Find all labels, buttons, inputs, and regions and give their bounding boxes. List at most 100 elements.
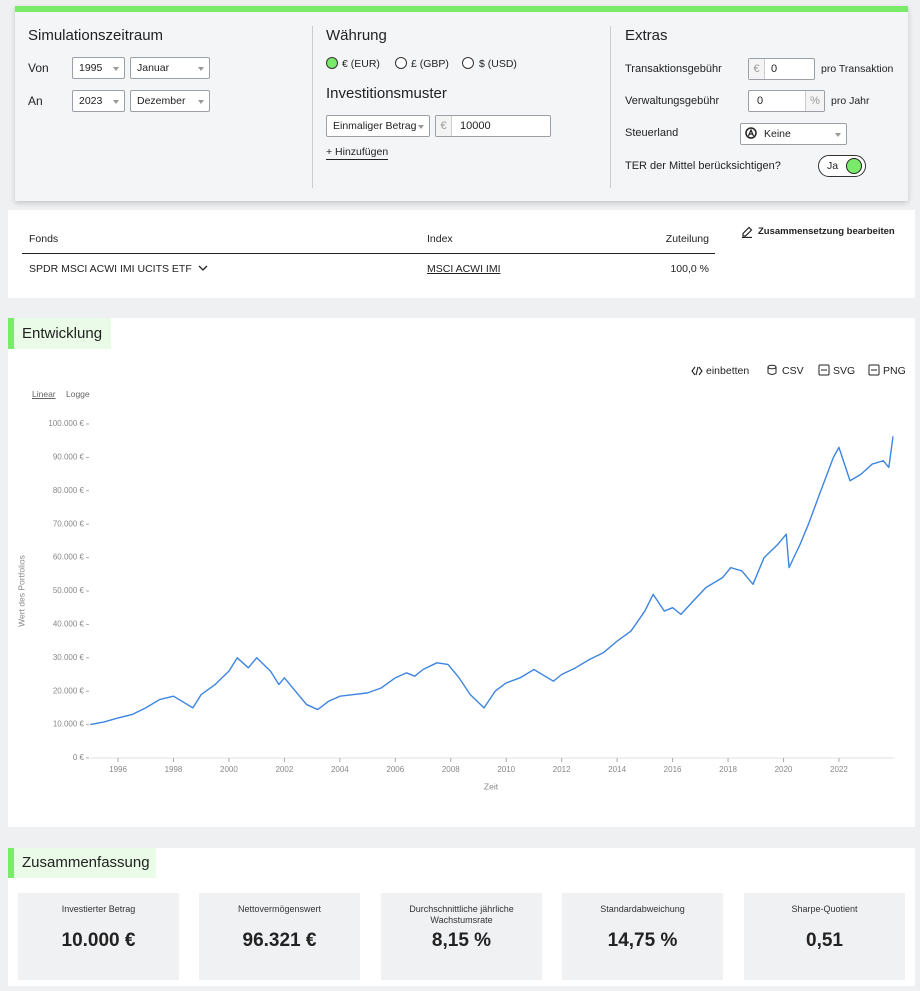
unit: % — [805, 91, 824, 111]
value: 10000 — [460, 120, 491, 132]
x-tick-label: 2014 — [608, 765, 626, 774]
x-tick-label: 1998 — [165, 765, 183, 774]
export-button[interactable]: einbetten — [706, 365, 750, 377]
y-tick-label: 90.000 € — [53, 453, 85, 462]
radio[interactable] — [326, 57, 338, 69]
x-tick-label: 1996 — [109, 765, 127, 774]
x-tick-label: 2008 — [442, 765, 460, 774]
x-tick-label: 2006 — [386, 765, 404, 774]
divider — [610, 26, 611, 188]
edit-icon — [742, 226, 753, 238]
x-tick-label: 2010 — [497, 765, 515, 774]
month-select[interactable]: Dezember — [130, 90, 210, 112]
section-title: Entwicklung — [8, 318, 111, 349]
table-header: Index — [427, 233, 453, 245]
icon — [868, 364, 880, 376]
stat-card: Durchschnittliche jährliche Wachstumsrat… — [381, 893, 542, 980]
label: Von — [28, 61, 49, 75]
stat-label: Nettovermögenswert — [237, 904, 322, 914]
x-tick-label: 2002 — [275, 765, 293, 774]
y-tick-label: 40.000 € — [53, 620, 85, 629]
stat-value: 0,51 — [806, 930, 843, 951]
add-link[interactable]: + Hinzufügen — [326, 146, 389, 160]
y-tick-label: 0 € — [73, 753, 85, 762]
stat-value: 14,75 % — [607, 930, 678, 951]
icon — [691, 366, 703, 376]
country-select[interactable]: Keine — [740, 123, 847, 145]
stat-card: Nettovermögenswert 96.321 € — [199, 893, 360, 980]
export-button[interactable]: CSV — [782, 365, 804, 377]
chart-card — [8, 318, 915, 827]
year-select[interactable]: 2023 — [72, 90, 125, 112]
scale-toggle[interactable]: Logge — [66, 389, 90, 399]
unit: € — [749, 59, 765, 79]
icon — [767, 364, 777, 375]
data-line — [90, 436, 894, 726]
section-title: Simulationszeitraum — [28, 27, 164, 44]
chevron[interactable] — [198, 264, 208, 272]
export-button[interactable]: PNG — [883, 365, 906, 377]
y-tick-label: 10.000 € — [53, 720, 85, 729]
x-tick-label: 2000 — [220, 765, 238, 774]
fee-input[interactable]: 0 % — [748, 90, 825, 112]
radio-label[interactable]: € (EUR) — [342, 58, 380, 70]
stat-label: Investierter Betrag — [61, 904, 136, 914]
suffix: pro Transaktion — [821, 63, 894, 75]
stat-value: 8,15 % — [431, 930, 492, 951]
radio-label[interactable]: $ (USD) — [479, 58, 517, 70]
stat-label: Standardabweichung — [600, 904, 685, 914]
x-tick-label: 2016 — [664, 765, 682, 774]
allocation: 100,0 % — [670, 263, 709, 275]
x-tick-label: 2020 — [775, 765, 793, 774]
divider — [312, 26, 313, 188]
label: Transaktionsgebühr — [625, 63, 722, 75]
icon — [818, 364, 830, 376]
stat-label: Sharpe-Quotient — [791, 904, 858, 914]
value: 0 — [771, 63, 778, 75]
pattern-select[interactable]: Einmaliger Betrag — [326, 115, 430, 137]
export-button[interactable]: SVG — [833, 365, 856, 377]
label: TER der Mittel berücksichtigen? — [625, 160, 781, 172]
radio[interactable] — [395, 57, 407, 69]
x-tick-label: 2004 — [331, 765, 349, 774]
x-tick-label: 2012 — [553, 765, 571, 774]
y-tick-label: 30.000 € — [53, 653, 85, 662]
section-title: Extras — [625, 27, 668, 44]
fee-input[interactable]: € 0 — [748, 58, 815, 80]
radio[interactable] — [462, 57, 474, 69]
month-select[interactable]: Januar — [130, 57, 210, 79]
label: Verwaltungsgebühr — [625, 95, 720, 107]
table-header: Fonds — [29, 233, 59, 245]
y-tick-label: 20.000 € — [53, 686, 85, 695]
section-title: Zusammenfassung — [8, 848, 156, 878]
section-title: Währung — [326, 27, 387, 44]
label: Steuerland — [625, 127, 679, 139]
y-tick-label: 60.000 € — [53, 553, 85, 562]
suffix: pro Jahr — [831, 95, 870, 107]
toggle[interactable]: Ja — [818, 155, 866, 177]
stat-card: Investierter Betrag 10.000 € — [18, 893, 179, 980]
y-tick-label: 70.000 € — [53, 519, 85, 528]
y-tick-label: 80.000 € — [53, 486, 85, 495]
toggle-knob — [846, 158, 862, 174]
year-select[interactable]: 1995 — [72, 57, 125, 79]
stat-label: Durchschnittliche jährliche Wachstumsrat… — [409, 904, 514, 925]
section-title: Investitionsmuster — [326, 85, 447, 102]
label: An — [28, 94, 43, 108]
scale-toggle[interactable]: Linear — [32, 389, 56, 399]
stat-value: 96.321 € — [242, 930, 317, 951]
x-tick-label: 2022 — [830, 765, 848, 774]
amount-input[interactable]: € 10000 — [435, 115, 551, 137]
unit: € — [436, 116, 452, 136]
edit-link[interactable]: Zusammensetzung bearbeiten — [758, 226, 895, 237]
y-tick-label: 50.000 € — [53, 586, 85, 595]
icon — [745, 127, 757, 139]
fund-name: SPDR MSCI ACWI IMI UCITS ETF — [29, 263, 192, 275]
table-header: Zuteilung — [665, 233, 709, 245]
value: 0 — [757, 95, 764, 107]
index-link[interactable]: MSCI ACWI IMI — [427, 263, 501, 275]
radio-label[interactable]: £ (GBP) — [411, 58, 449, 70]
y-axis-label: Wert des Portfolios — [16, 555, 26, 627]
table-rule — [22, 253, 715, 254]
